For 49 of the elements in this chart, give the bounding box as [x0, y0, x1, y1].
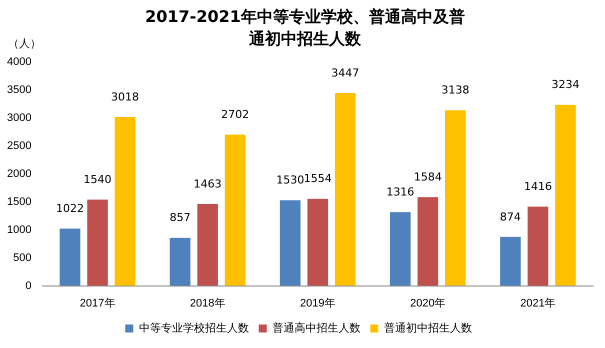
x-tick-label: 2018年 [190, 297, 226, 310]
bar [224, 134, 246, 286]
legend-label: 普通初中招生人数 [384, 321, 472, 334]
bar [280, 200, 301, 286]
data-label: 3234 [551, 78, 580, 92]
y-tick-label: 4000 [6, 56, 32, 68]
bar [87, 200, 108, 286]
data-label: 1554 [304, 172, 332, 186]
x-tick-label: 2021年 [520, 297, 556, 310]
legend-label: 中等专业学校招生人数 [138, 321, 249, 334]
data-label: 3018 [111, 90, 140, 104]
data-label: 1316 [386, 186, 414, 199]
bar [418, 197, 438, 286]
y-tick-label: 3000 [6, 112, 32, 124]
bar [555, 104, 576, 286]
y-tick-label: 500 [13, 252, 32, 264]
chart-title: 2017-2021年中等专业学校、普通高中及普通初中招生人数 [144, 6, 466, 50]
data-label: 3138 [441, 84, 470, 97]
bar [390, 212, 411, 286]
data-label: 1022 [56, 202, 84, 215]
x-tick-label: 2017年 [80, 297, 116, 310]
data-label: 1463 [194, 177, 222, 190]
data-label: 874 [500, 210, 521, 224]
y-axis-title: （人） [8, 36, 41, 51]
data-label: 2702 [221, 108, 250, 121]
y-tick-label: 2000 [6, 168, 32, 180]
data-label: 857 [170, 211, 191, 224]
bar [528, 206, 548, 286]
bar [114, 116, 136, 286]
y-tick-label: 1500 [6, 196, 32, 208]
bar [334, 92, 356, 286]
x-tick-label: 2020年 [410, 297, 446, 310]
data-label: 3447 [331, 66, 360, 80]
y-tick-label: 1000 [6, 224, 32, 236]
data-label: 1584 [414, 170, 442, 184]
legend-label: 普通高中招生人数 [272, 321, 360, 334]
data-label: 1540 [84, 172, 112, 186]
data-label: 1416 [524, 180, 552, 193]
bar [60, 228, 80, 286]
x-tick-label: 2019年 [300, 297, 336, 310]
data-label: 1530 [276, 174, 304, 187]
y-tick-label: 0 [25, 280, 32, 292]
bar [445, 110, 466, 286]
y-tick-label: 3500 [6, 84, 32, 96]
y-tick-label: 2500 [6, 140, 32, 152]
bar [170, 238, 190, 286]
bar [197, 204, 218, 286]
bar [307, 198, 328, 286]
bar [500, 236, 521, 286]
